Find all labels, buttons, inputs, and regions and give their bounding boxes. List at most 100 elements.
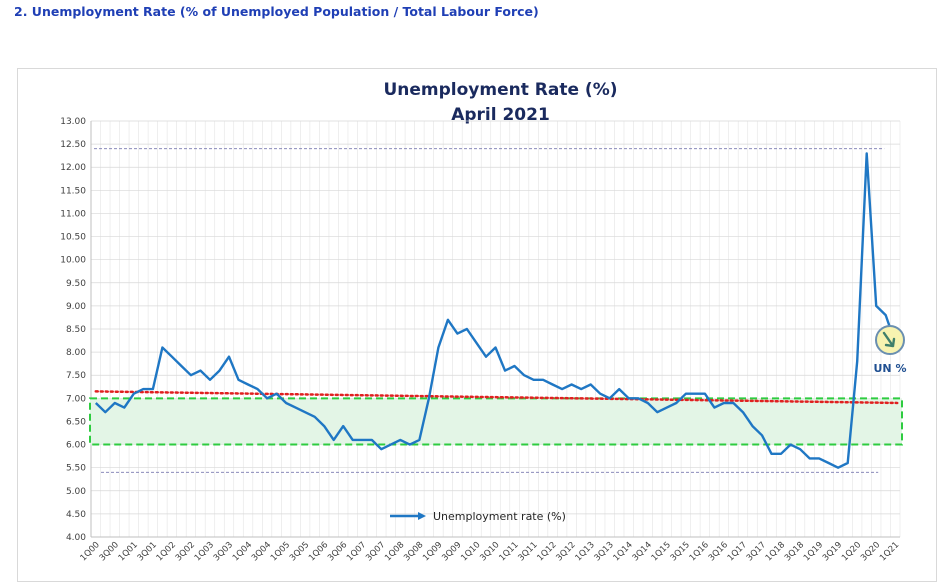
data-point[interactable] [874,304,878,308]
legend-arrow-icon [418,512,426,520]
data-point[interactable] [151,387,155,391]
data-point[interactable] [636,396,640,400]
data-point[interactable] [608,396,612,400]
data-point[interactable] [826,461,830,465]
data-point[interactable] [351,438,355,442]
data-point[interactable] [389,442,393,446]
data-point[interactable] [484,355,488,359]
data-point[interactable] [503,368,507,372]
data-point[interactable] [646,401,650,405]
data-point[interactable] [693,392,697,396]
data-point[interactable] [227,355,231,359]
data-point[interactable] [598,392,602,396]
data-point[interactable] [398,438,402,442]
chart-subtitle: April 2021 [451,105,550,125]
x-tick-label: 1Q05 [269,540,292,563]
data-point[interactable] [189,373,193,377]
data-point[interactable] [579,387,583,391]
y-tick-label: 12.50 [60,140,86,150]
data-point[interactable] [531,378,535,382]
data-point[interactable] [864,151,868,155]
x-tick-label: 1Q08 [383,540,406,563]
data-point[interactable] [712,405,716,409]
data-point[interactable] [370,438,374,442]
data-point[interactable] [550,382,554,386]
data-point[interactable] [588,382,592,386]
chart-title: Unemployment Rate (%) [383,80,617,100]
data-point[interactable] [760,433,764,437]
data-point[interactable] [427,396,431,400]
data-point[interactable] [779,452,783,456]
data-point[interactable] [208,378,212,382]
data-point[interactable] [722,401,726,405]
data-point[interactable] [246,382,250,386]
data-point[interactable] [408,442,412,446]
chart-svg: Unemployment Rate (%) April 2021 4.00 4.50 5… [60,80,906,563]
data-point[interactable] [731,401,735,405]
data-point[interactable] [560,387,564,391]
data-point[interactable] [807,456,811,460]
data-point[interactable] [884,313,888,317]
data-point[interactable] [798,447,802,451]
data-point[interactable] [417,438,421,442]
data-point[interactable] [293,405,297,409]
data-point[interactable] [179,364,183,368]
data-point[interactable] [446,318,450,322]
data-point[interactable] [541,378,545,382]
data-point[interactable] [113,401,117,405]
data-point[interactable] [474,341,478,345]
data-point[interactable] [617,387,621,391]
data-point[interactable] [198,368,202,372]
data-point[interactable] [122,405,126,409]
data-point[interactable] [303,410,307,414]
data-point[interactable] [655,410,659,414]
data-point[interactable] [750,424,754,428]
data-point[interactable] [265,396,269,400]
data-point[interactable] [512,364,516,368]
y-tick-label: 7.50 [66,371,86,381]
data-point[interactable] [141,387,145,391]
data-point[interactable] [788,442,792,446]
data-point[interactable] [855,359,859,363]
data-point[interactable] [217,368,221,372]
data-point[interactable] [341,424,345,428]
data-point[interactable] [522,373,526,377]
data-point[interactable] [379,447,383,451]
data-point[interactable] [436,345,440,349]
data-point[interactable] [465,327,469,331]
data-point[interactable] [674,401,678,405]
x-tick-label: 1Q01 [117,540,140,563]
x-tick-label: 1Q03 [193,540,216,563]
data-point[interactable] [170,355,174,359]
x-tick-label: 3Q16 [707,540,730,563]
data-point[interactable] [332,438,336,442]
y-tick-label: 7.00 [66,394,86,404]
data-point[interactable] [274,392,278,396]
data-point[interactable] [684,392,688,396]
x-tick-label: 3Q11 [516,540,539,563]
data-point[interactable] [741,410,745,414]
data-point[interactable] [493,345,497,349]
data-point[interactable] [284,401,288,405]
data-point[interactable] [817,456,821,460]
data-point[interactable] [845,461,849,465]
data-point[interactable] [627,396,631,400]
data-point[interactable] [132,392,136,396]
data-point[interactable] [94,401,98,405]
y-tick-label: 10.00 [60,256,86,266]
data-point[interactable] [312,415,316,419]
data-point[interactable] [360,438,364,442]
data-point[interactable] [255,387,259,391]
data-point[interactable] [703,392,707,396]
data-point[interactable] [236,378,240,382]
data-point[interactable] [665,405,669,409]
data-point[interactable] [103,410,107,414]
y-tick-label: 4.00 [66,533,86,543]
data-point[interactable] [569,382,573,386]
data-point[interactable] [322,424,326,428]
data-point[interactable] [455,331,459,335]
data-point[interactable] [769,452,773,456]
data-point[interactable] [160,345,164,349]
data-point[interactable] [836,465,840,469]
x-tick-label: 3Q06 [326,540,349,563]
